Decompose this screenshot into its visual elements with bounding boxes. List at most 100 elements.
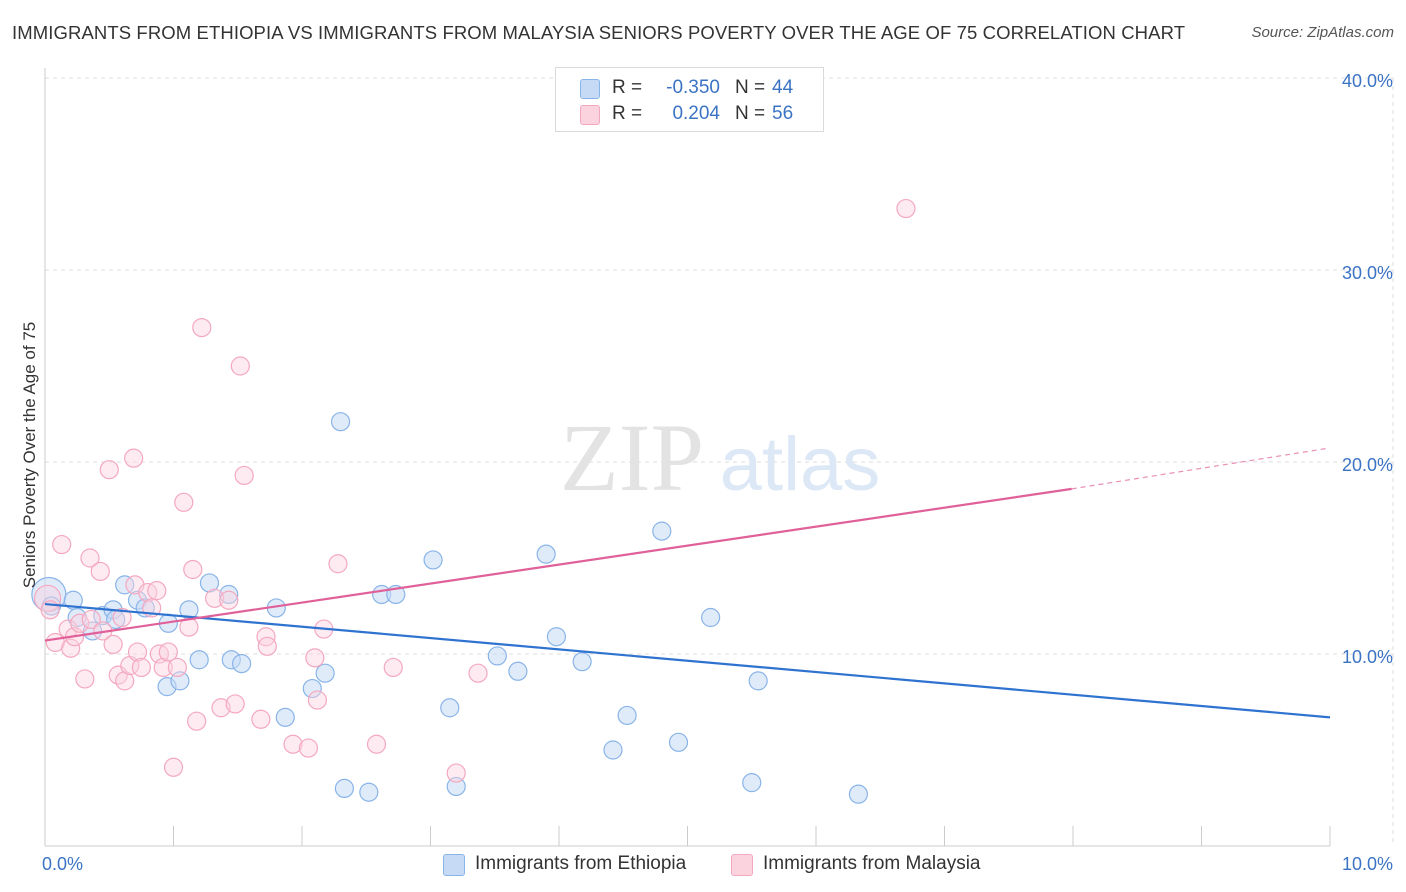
- point-ethiopia: [359, 782, 379, 802]
- point-ethiopia: [508, 661, 528, 681]
- y-tick-label: 40.0%: [1342, 71, 1393, 91]
- x-tick-label: 0.0%: [42, 854, 83, 874]
- point-ethiopia: [219, 584, 239, 605]
- chart-title: IMMIGRANTS FROM ETHIOPIA VS IMMIGRANTS F…: [12, 22, 1186, 43]
- point-malaysia: [112, 607, 132, 628]
- point-malaysia: [219, 590, 239, 610]
- point-malaysia: [183, 559, 203, 580]
- bottom-legend-swatch-ethiopia: [443, 854, 465, 876]
- point-malaysia: [158, 642, 178, 662]
- point-malaysia: [127, 642, 148, 662]
- legend-n-label: N =: [735, 77, 766, 98]
- point-malaysia: [366, 734, 387, 754]
- point-ethiopia: [302, 678, 322, 699]
- legend-n-value: 44: [772, 77, 794, 98]
- source-label: Source: ZipAtlas.com: [1251, 24, 1394, 41]
- point-ethiopia: [536, 544, 556, 564]
- point-ethiopia: [742, 773, 762, 793]
- point-ethiopia: [232, 653, 252, 674]
- bottom-legend-label-malaysia: Immigrants from Malaysia: [763, 853, 981, 874]
- point-ethiopia: [652, 521, 672, 541]
- point-malaysia: [328, 554, 348, 574]
- y-tick-label: 10.0%: [1342, 647, 1393, 667]
- point-malaysia: [103, 634, 123, 655]
- point-malaysia: [163, 757, 184, 777]
- watermark: ZIP atlas: [560, 404, 880, 511]
- point-malaysia: [307, 690, 328, 710]
- point-malaysia: [192, 318, 212, 338]
- point-malaysia: [153, 657, 173, 678]
- point-malaysia: [305, 648, 325, 668]
- point-ethiopia: [617, 705, 637, 726]
- point-ethiopia: [330, 412, 351, 432]
- point-ethiopia: [848, 784, 869, 804]
- point-malaysia: [205, 588, 225, 608]
- watermark-atlas: atlas: [720, 422, 881, 507]
- point-malaysia: [468, 663, 488, 683]
- point-malaysia: [124, 448, 144, 468]
- point-ethiopia: [487, 646, 507, 666]
- y-tick-label: 20.0%: [1342, 455, 1393, 475]
- point-ethiopia: [275, 707, 295, 727]
- axes: [44, 68, 1331, 847]
- point-malaysia: [61, 638, 81, 658]
- y-tick-label: 30.0%: [1342, 263, 1393, 283]
- point-ethiopia: [748, 671, 768, 691]
- point-malaysia: [298, 738, 319, 758]
- legend-r-value: 0.204: [672, 103, 720, 124]
- point-malaysia: [70, 613, 90, 633]
- point-ethiopia: [446, 776, 466, 797]
- point-malaysia: [257, 636, 277, 656]
- point-ethiopia: [315, 663, 335, 683]
- point-malaysia: [211, 698, 231, 718]
- point-malaysia: [187, 711, 207, 731]
- point-malaysia: [256, 627, 276, 647]
- point-malaysia: [896, 198, 916, 219]
- point-malaysia: [179, 617, 199, 637]
- watermark-zip: ZIP: [560, 404, 704, 511]
- legend-swatch-ethiopia: [580, 79, 600, 99]
- point-malaysia: [80, 548, 100, 568]
- point-malaysia: [52, 534, 72, 555]
- point-ethiopia: [334, 778, 355, 799]
- y-axis-label: Seniors Poverty Over the Age of 75: [20, 321, 39, 589]
- point-malaysia: [147, 581, 167, 601]
- point-malaysia: [283, 734, 303, 754]
- point-ethiopia: [440, 698, 460, 718]
- point-ethiopia: [115, 575, 135, 595]
- point-ethiopia: [423, 550, 443, 570]
- point-malaysia: [99, 460, 119, 480]
- point-malaysia: [446, 763, 466, 783]
- point-ethiopia: [189, 650, 209, 670]
- point-malaysia: [90, 561, 110, 582]
- point-malaysia: [75, 669, 95, 689]
- x-tick-label: 10.0%: [1342, 854, 1393, 874]
- tick-labels: 10.0% 20.0% 30.0% 40.0% 0.0% 10.0%: [42, 71, 1393, 874]
- point-malaysia: [251, 709, 271, 729]
- legend-r-value: -0.350: [666, 77, 720, 98]
- correlation-legend: R = -0.350 N = 44 R = 0.204 N = 56: [555, 67, 824, 132]
- point-ethiopia: [199, 573, 220, 593]
- bottom-legend-label-ethiopia: Immigrants from Ethiopia: [475, 853, 687, 874]
- trend-lines: [44, 447, 1331, 719]
- trend-line-ethiopia: [44, 602, 1331, 719]
- legend-n-value: 56: [772, 103, 794, 124]
- point-malaysia: [115, 671, 135, 691]
- legend-r-label: R =: [612, 77, 643, 98]
- point-malaysia: [81, 609, 101, 630]
- point-ethiopia: [668, 732, 689, 752]
- legend-r-label: R =: [612, 103, 643, 124]
- legend-n-label: N =: [735, 103, 766, 124]
- bottom-legend-swatch-malaysia: [731, 854, 753, 876]
- legend-swatch-malaysia: [580, 105, 600, 125]
- point-malaysia: [230, 356, 250, 376]
- point-ethiopia: [546, 627, 567, 647]
- point-ethiopia: [572, 652, 592, 672]
- trend-line-malaysia: [44, 487, 1072, 642]
- point-malaysia: [131, 657, 151, 678]
- point-ethiopia: [701, 607, 721, 628]
- point-malaysia: [383, 657, 403, 678]
- point-malaysia: [174, 492, 194, 512]
- point-malaysia: [167, 657, 187, 678]
